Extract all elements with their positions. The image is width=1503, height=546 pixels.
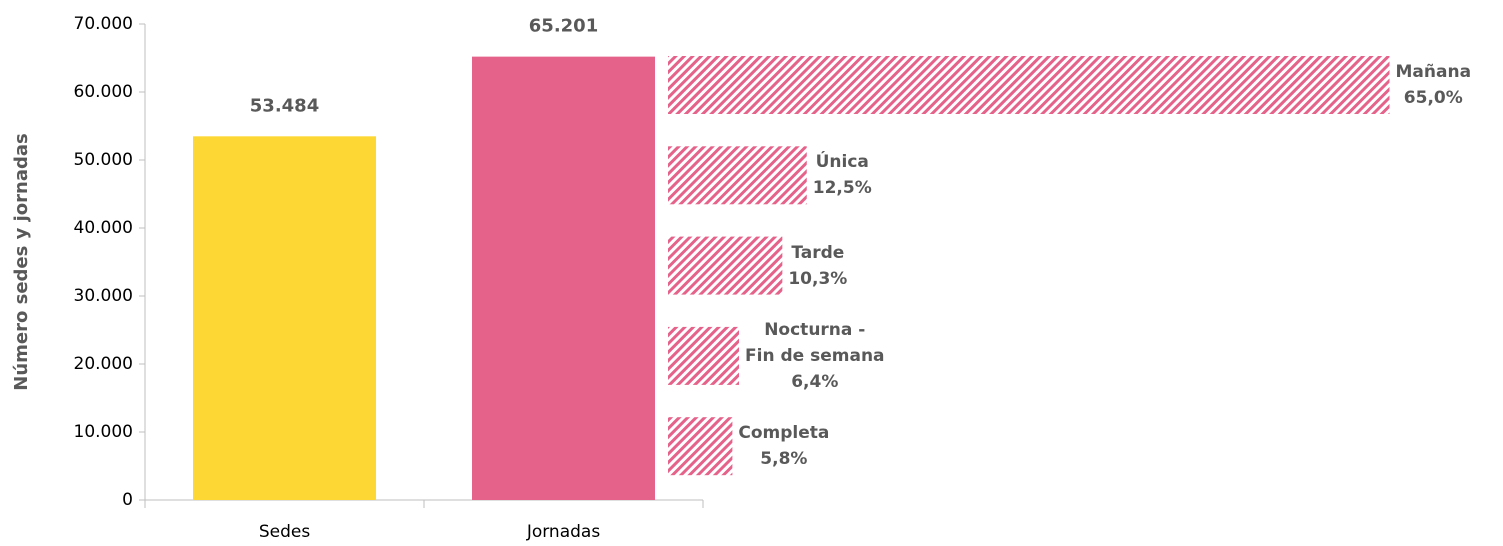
y-tick-label: 30.000 — [74, 286, 133, 306]
breakdown-value-label: 10,3% — [788, 268, 848, 289]
y-tick-label: 70.000 — [74, 14, 133, 34]
breakdown-category: Mañana — [1395, 62, 1472, 82]
breakdown-category: Tarde — [791, 242, 845, 263]
breakdown-label: Nocturna - Fin de semana 6,4% — [745, 317, 885, 395]
breakdown-bar — [668, 146, 807, 205]
breakdown-value-label: 65,0% — [1403, 88, 1463, 108]
bar — [193, 136, 376, 500]
x-tick-label: Jornadas — [526, 522, 601, 542]
breakdown-category: Completa — [738, 423, 830, 444]
y-tick-label: 0 — [122, 490, 133, 510]
value-label: 65.201 — [529, 16, 598, 37]
breakdown-value-label: 5,8% — [760, 449, 808, 470]
breakdown-category: Única — [815, 152, 869, 173]
breakdown-bar — [668, 56, 1390, 114]
breakdown-value-label: 12,5% — [812, 178, 872, 199]
y-axis-label: Número sedes y jornadas — [11, 133, 32, 390]
x-tick-label: Sedes — [259, 522, 311, 542]
breakdown-category: Nocturna - Fin de semana — [745, 319, 885, 366]
y-tick-label: 60.000 — [74, 82, 133, 102]
breakdown-value-label: 6,4% — [791, 371, 839, 392]
breakdown-label: Tarde 10,3% — [788, 240, 847, 292]
breakdown-bar — [668, 236, 783, 295]
breakdown-label: Completa 5,8% — [738, 420, 829, 472]
y-tick-label: 40.000 — [74, 218, 133, 238]
breakdown-label: Mañana 65,0% — [1396, 59, 1472, 111]
y-tick-label: 50.000 — [74, 150, 133, 170]
y-tick-label: 10.000 — [74, 422, 133, 442]
breakdown-bar — [668, 326, 740, 385]
breakdown-bar — [668, 417, 733, 476]
value-label: 53.484 — [250, 95, 319, 116]
bar — [472, 56, 655, 500]
y-tick-label: 20.000 — [74, 354, 133, 374]
breakdown-label: Única 12,5% — [813, 149, 872, 201]
